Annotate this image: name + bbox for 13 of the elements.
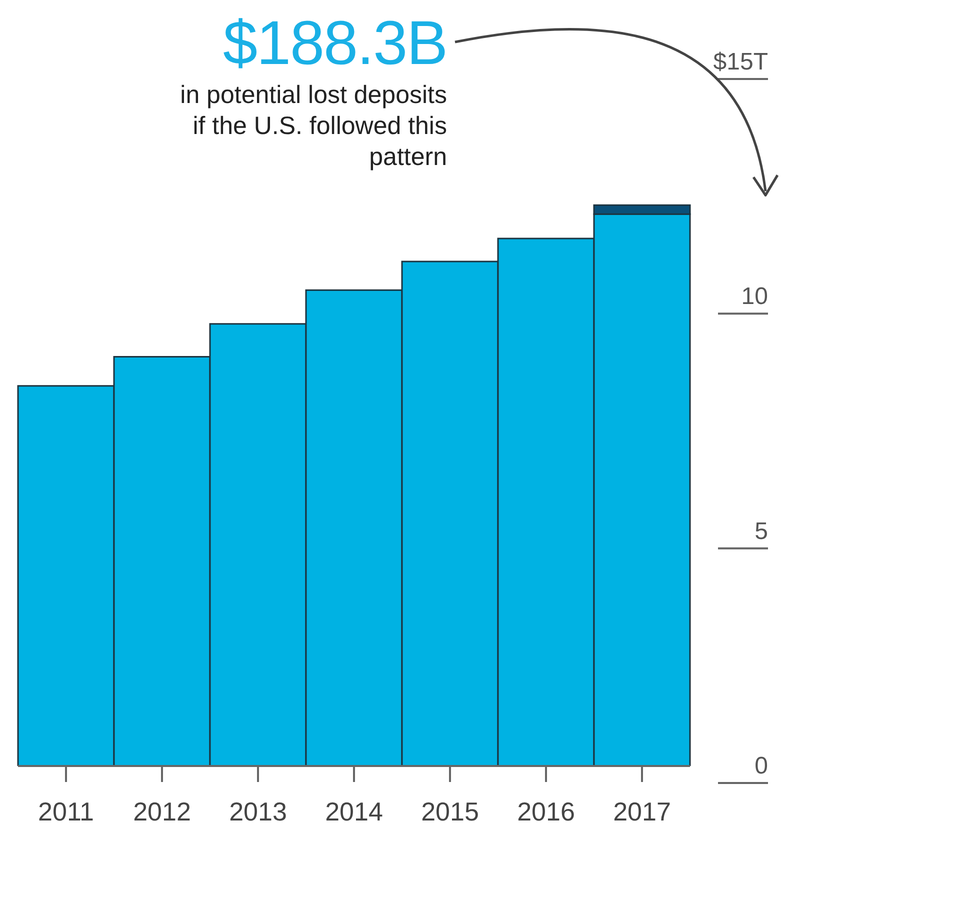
y-tick-label: 0 (754, 752, 768, 780)
x-tick-label: 2014 (325, 796, 383, 826)
x-tick-label: 2016 (517, 796, 575, 826)
y-tick-label: $15T (713, 48, 768, 76)
x-tick-label: 2013 (229, 796, 287, 826)
x-tick-label: 2011 (38, 796, 94, 826)
y-tick-label: 5 (754, 518, 768, 545)
x-tick-label: 2012 (133, 796, 191, 826)
annotation: in potential lost deposits if the U.S. followed this pattern (179, 80, 447, 173)
annotation: $188.3B (222, 8, 447, 80)
y-tick-label: 10 (741, 283, 768, 310)
x-tick-label: 2015 (421, 796, 479, 826)
x-tick-label: 2017 (613, 796, 671, 826)
